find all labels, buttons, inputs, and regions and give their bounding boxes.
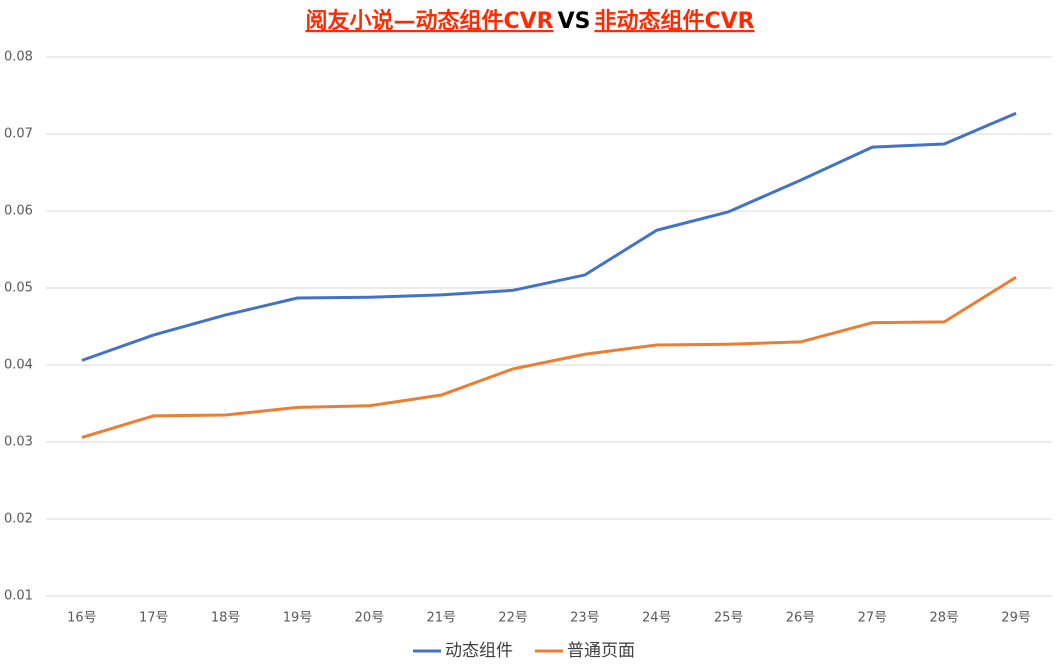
y-tick-label: 0.02 (4, 512, 33, 527)
x-tick-label: 18号 (211, 611, 241, 626)
chart-title: 阅友小说—动态组件CVR VS 非动态组件CVR (305, 8, 754, 34)
x-tick-label: 29号 (1001, 611, 1031, 626)
x-tick-label: 24号 (642, 611, 672, 626)
x-tick-label: 17号 (139, 611, 169, 626)
title-part: 阅友小说—动态组件CVR (305, 8, 553, 34)
y-tick-label: 0.03 (4, 435, 33, 450)
y-tick-label: 0.04 (4, 358, 33, 373)
legend-label: 普通页面 (567, 641, 635, 661)
series-line (81, 111, 1017, 362)
x-tick-label: 28号 (929, 611, 959, 626)
x-tick-label: 20号 (355, 611, 385, 626)
y-tick-label: 0.07 (4, 127, 33, 142)
x-tick-label: 23号 (570, 611, 600, 626)
series-line (81, 275, 1017, 439)
x-tick-label: 27号 (858, 611, 888, 626)
y-tick-label: 0.01 (4, 589, 33, 604)
x-tick-label: 26号 (786, 611, 816, 626)
legend: 动态组件 普通页面 (413, 641, 635, 661)
title-part: VS (558, 9, 591, 34)
title-part: 非动态组件CVR (594, 8, 754, 34)
x-tick-label: 16号 (67, 611, 97, 626)
x-tick-label: 19号 (283, 611, 313, 626)
x-tick-label: 22号 (498, 611, 528, 626)
y-tick-label: 0.08 (4, 50, 33, 65)
y-tick-label: 0.06 (4, 204, 33, 219)
legend-label: 动态组件 (445, 641, 513, 661)
y-tick-label: 0.05 (4, 281, 33, 296)
x-tick-label: 25号 (714, 611, 744, 626)
x-tick-label: 21号 (426, 611, 456, 626)
